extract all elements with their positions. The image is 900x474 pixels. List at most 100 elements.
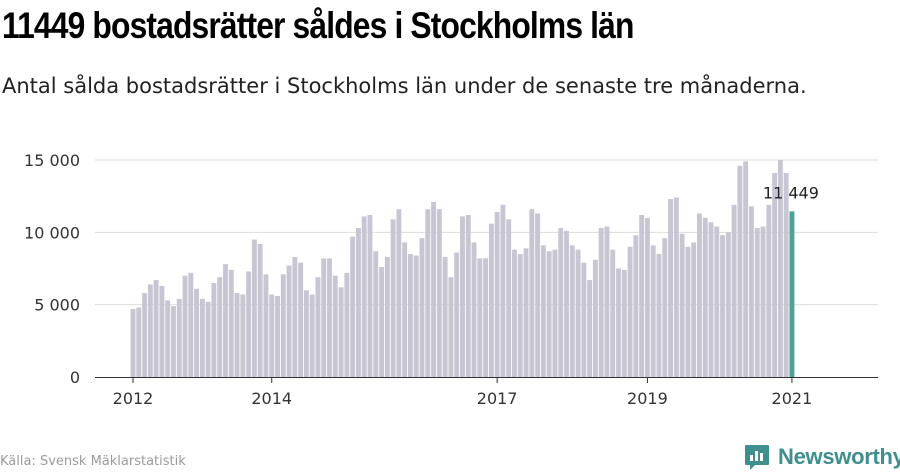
bar bbox=[529, 209, 535, 377]
bar bbox=[639, 214, 645, 377]
bar bbox=[263, 274, 269, 377]
bar bbox=[587, 280, 593, 377]
brand-logo-link[interactable]: Newsworthy bbox=[744, 441, 900, 473]
bar bbox=[147, 284, 153, 377]
bar bbox=[592, 259, 598, 377]
bar bbox=[251, 239, 257, 377]
bar bbox=[402, 242, 408, 377]
bar bbox=[182, 275, 188, 377]
bar bbox=[517, 254, 523, 377]
bar bbox=[355, 227, 361, 377]
x-tick-label: 2021 bbox=[772, 389, 813, 408]
bar bbox=[436, 209, 442, 377]
bar-highlight bbox=[789, 211, 795, 377]
bar bbox=[413, 255, 419, 377]
x-tick-label: 2019 bbox=[627, 389, 668, 408]
bar bbox=[644, 217, 650, 377]
bar bbox=[506, 219, 512, 377]
bar bbox=[621, 269, 627, 377]
bar bbox=[488, 223, 494, 377]
bar bbox=[315, 277, 321, 377]
bar bbox=[523, 248, 529, 377]
bar bbox=[581, 262, 587, 377]
bar bbox=[338, 287, 344, 377]
bar bbox=[257, 243, 263, 377]
bar bbox=[720, 235, 726, 377]
bar bbox=[668, 199, 673, 377]
bar bbox=[627, 246, 633, 377]
bar bbox=[477, 258, 483, 377]
bar bbox=[176, 298, 182, 377]
bar bbox=[269, 294, 275, 377]
bar bbox=[130, 309, 136, 377]
bar bbox=[500, 204, 506, 377]
bar bbox=[298, 262, 304, 377]
bar bbox=[194, 288, 200, 377]
bar bbox=[731, 204, 737, 377]
y-tick-label: 5 000 bbox=[34, 296, 80, 315]
bar bbox=[332, 275, 338, 377]
x-tick-label: 2012 bbox=[113, 389, 154, 408]
bar bbox=[292, 256, 298, 377]
bar bbox=[309, 294, 315, 377]
bar bbox=[708, 222, 714, 377]
page-title: 11449 bostadsrätter såldes i Stockholms … bbox=[2, 5, 634, 46]
bar bbox=[367, 214, 373, 377]
bar bbox=[384, 256, 390, 377]
bar bbox=[234, 293, 240, 377]
bar bbox=[569, 245, 575, 377]
bar bbox=[419, 238, 425, 377]
bar bbox=[691, 242, 697, 377]
bar bbox=[552, 249, 558, 377]
bar bbox=[754, 227, 760, 377]
bar bbox=[303, 290, 309, 377]
bar bbox=[540, 245, 546, 377]
bar bbox=[205, 301, 211, 377]
bar bbox=[535, 213, 541, 377]
brand-name: Newsworthy bbox=[778, 444, 900, 469]
bar bbox=[460, 216, 465, 377]
bar bbox=[327, 258, 332, 377]
bar-chart: 0 5 000 10 000 15 000 2012 2014 2017 2019 2021 1… bbox=[24, 151, 878, 408]
bar bbox=[280, 274, 286, 377]
bar bbox=[685, 246, 691, 377]
bar bbox=[471, 242, 477, 377]
bar bbox=[454, 252, 460, 377]
bar bbox=[760, 226, 766, 377]
bar bbox=[564, 230, 569, 377]
bar bbox=[679, 233, 685, 377]
bar bbox=[373, 251, 379, 377]
bar bbox=[223, 264, 228, 377]
bar bbox=[575, 249, 581, 377]
bar bbox=[702, 217, 708, 377]
bar bbox=[616, 268, 621, 377]
bar bbox=[512, 249, 517, 377]
bar bbox=[425, 209, 431, 377]
bar bbox=[165, 300, 171, 377]
newsworthy-logo-icon bbox=[745, 445, 769, 470]
bar bbox=[743, 161, 749, 377]
bar bbox=[598, 227, 604, 377]
bar bbox=[483, 258, 489, 377]
x-tick-label: 2017 bbox=[477, 389, 518, 408]
bar bbox=[633, 235, 639, 377]
bar bbox=[749, 206, 754, 377]
bar bbox=[321, 258, 327, 377]
bar bbox=[159, 285, 165, 377]
bar bbox=[396, 209, 402, 377]
bar bbox=[558, 227, 564, 377]
bar bbox=[465, 214, 471, 377]
bar bbox=[696, 213, 702, 377]
bar bbox=[211, 282, 217, 377]
bar bbox=[604, 226, 610, 377]
bar bbox=[772, 173, 778, 377]
bar bbox=[153, 280, 159, 377]
y-tick-label: 15 000 bbox=[24, 151, 80, 170]
bar bbox=[142, 293, 148, 377]
bar bbox=[136, 307, 142, 377]
bar bbox=[442, 256, 448, 377]
bar bbox=[656, 254, 662, 377]
y-tick-label: 10 000 bbox=[24, 223, 80, 242]
bar bbox=[777, 160, 783, 377]
bar bbox=[350, 236, 356, 377]
